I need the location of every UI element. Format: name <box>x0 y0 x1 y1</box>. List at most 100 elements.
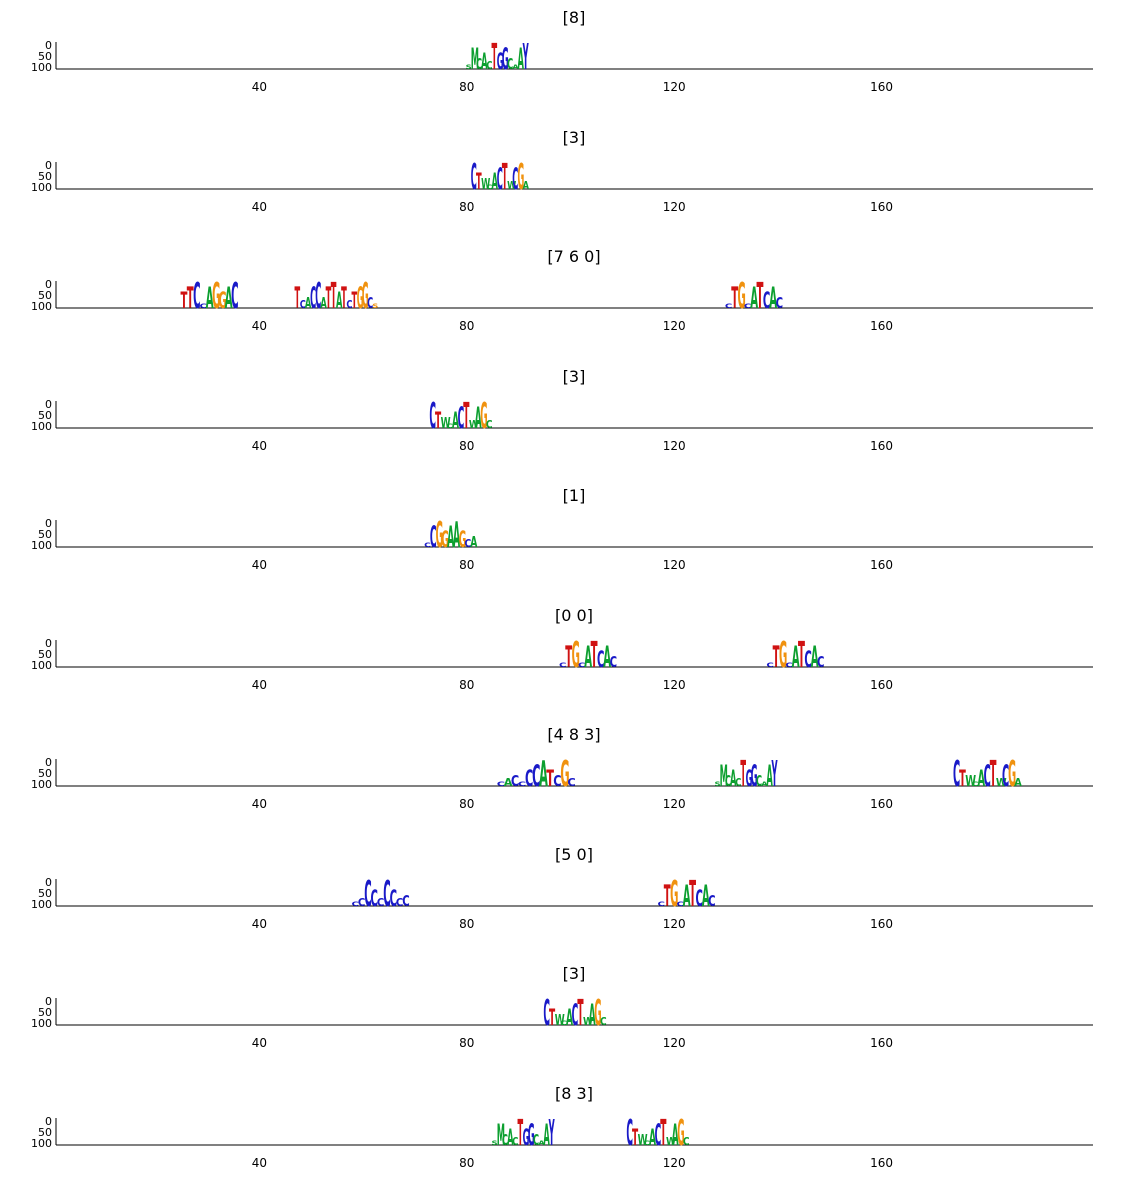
motif-letter: T <box>632 1125 638 1151</box>
motif-letter: G <box>670 873 678 915</box>
y-tick-label: 50 <box>38 1126 52 1139</box>
motif-letter: G <box>357 282 364 316</box>
motif-letter: W <box>996 777 1007 790</box>
logo-panel: [0 0] 0 50 100 40 80 120 160 C T G C A T C A C C T G C A T C A C <box>0 598 1132 717</box>
x-tick-label: 160 <box>870 797 893 811</box>
motif-letter: W <box>583 1016 593 1028</box>
motif-letter: A <box>492 168 498 195</box>
x-tick-label: 120 <box>663 80 686 94</box>
motif-letter: T <box>689 873 696 915</box>
x-tick-label: 80 <box>459 797 474 811</box>
y-tick-label: 50 <box>38 887 52 900</box>
motif-letter: A <box>730 765 736 792</box>
motif-letter: C <box>532 760 540 794</box>
logo-panel: [3] 0 50 100 40 80 120 160 C T W C A C T W A G C <box>0 359 1132 478</box>
motif-letter: C <box>352 901 359 909</box>
motif-letter: C <box>383 873 390 915</box>
sequence-motif: S MC AC T GGC AAY <box>492 1113 555 1154</box>
motif-letter: A <box>470 533 477 551</box>
motif-letter: W <box>481 175 491 192</box>
x-tick-label: 120 <box>663 319 686 333</box>
motif-letter: Y <box>548 1113 555 1154</box>
motif-letter: A <box>320 294 327 311</box>
x-tick-label: 40 <box>252 678 267 692</box>
motif-letter: G <box>436 515 444 556</box>
motif-letter: G <box>523 1124 530 1151</box>
motif-letter: C <box>446 422 453 429</box>
panel-title: [3] <box>562 128 586 147</box>
motif-letter: A <box>225 283 233 316</box>
motif-letter: A <box>504 776 513 789</box>
motif-letter: C <box>486 60 492 72</box>
motif-letter: T <box>492 37 498 78</box>
motif-letter: A <box>566 1005 573 1031</box>
motif-letter: C <box>643 1139 650 1146</box>
motif-letter: T <box>295 282 301 316</box>
x-tick-label: 120 <box>663 439 686 453</box>
motif-letter: A <box>512 63 519 71</box>
motif-letter: T <box>502 157 508 198</box>
motif-letter: A <box>336 287 342 314</box>
motif-letter: T <box>591 634 598 676</box>
motif-letter: C <box>804 648 811 674</box>
motif-letter: T <box>187 283 194 316</box>
motif-letter: G <box>677 1113 684 1154</box>
motif-letter: A <box>452 408 459 434</box>
y-tick-label: 100 <box>31 300 52 313</box>
motif-letter: T <box>740 754 746 795</box>
motif-letter: A <box>649 1125 656 1151</box>
x-tick-label: 40 <box>252 439 267 453</box>
motif-letter: C <box>486 419 493 431</box>
motif-letter: C <box>1002 761 1009 795</box>
motif-letter: C <box>984 761 991 795</box>
sequence-motif: S MC AC T GGC AAY <box>714 754 777 795</box>
y-tick-label: 100 <box>31 1017 52 1030</box>
sequence-motif: T C AC C AT T AT C T GGC S <box>295 276 379 317</box>
panel-title: [7 6 0] <box>547 247 601 266</box>
y-tick-label: 0 <box>45 1115 52 1128</box>
logo-panel: [3] 0 50 100 40 80 120 160 C T W C A C T W A G C <box>0 956 1132 1075</box>
motif-letter: T <box>331 276 337 317</box>
motif-letter: C <box>512 1136 518 1148</box>
motif-letter: C <box>610 654 617 672</box>
motif-letter: T <box>731 283 738 316</box>
motif-letter: Y <box>522 37 529 78</box>
y-tick-label: 0 <box>45 278 52 291</box>
motif-letter: W <box>441 413 451 431</box>
motif-letter: A <box>1014 777 1022 790</box>
x-tick-label: 40 <box>252 558 267 572</box>
x-tick-label: 40 <box>252 797 267 811</box>
motif-letter: G <box>1008 755 1016 796</box>
motif-letter: W <box>666 1136 676 1148</box>
motif-letter: C <box>199 303 206 311</box>
motif-letter: W <box>469 419 479 431</box>
motif-letter: G <box>441 527 449 553</box>
motif-letter: A <box>603 642 611 675</box>
motif-letter: C <box>756 772 762 789</box>
motif-letter: G <box>528 1119 535 1153</box>
motif-letter: C <box>560 1019 567 1026</box>
motif-letter: G <box>459 527 467 553</box>
motif-letter: C <box>725 772 731 789</box>
x-tick-label: 160 <box>870 319 893 333</box>
motif-letter: A <box>584 642 592 675</box>
motif-letter: T <box>352 287 358 314</box>
panel-title: [4 8 3] <box>547 725 601 744</box>
motif-letter: C <box>572 999 579 1033</box>
panel-title: [3] <box>562 367 586 386</box>
motif-letter: G <box>751 760 758 794</box>
motif-letter: G <box>738 275 746 317</box>
motif-letter: C <box>511 774 519 791</box>
logo-panel: [4 8 3] 0 50 100 40 80 120 160 C A C C C C A T C G C S M C A C T… <box>0 717 1132 836</box>
motif-letter: A <box>769 283 777 316</box>
